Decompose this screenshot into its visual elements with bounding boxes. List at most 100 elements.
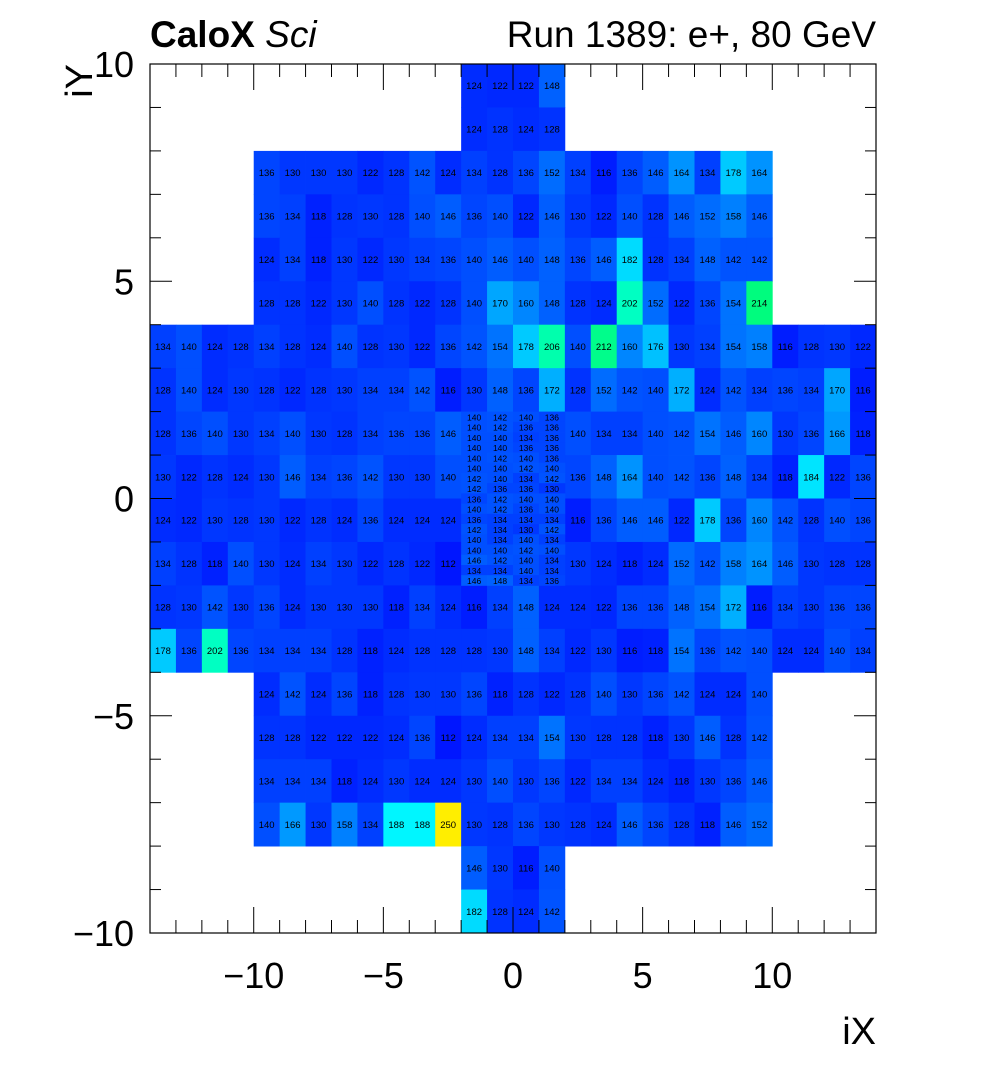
cell-value-label: 148 xyxy=(544,298,560,309)
heatmap-cell xyxy=(487,64,514,108)
heatmap-cell xyxy=(435,672,462,717)
cell-value-label: 128 xyxy=(570,690,586,701)
cell-value-label: 124 xyxy=(285,559,301,570)
heatmap-cell xyxy=(253,628,281,673)
heatmap-cell xyxy=(616,455,644,499)
heatmap-cell xyxy=(642,324,669,369)
cell-value-label: 148 xyxy=(544,81,560,92)
heatmap-cell xyxy=(798,368,825,412)
heatmap-cell xyxy=(668,281,695,326)
heatmap-cell xyxy=(227,541,255,586)
heatmap-cell xyxy=(694,324,721,369)
heatmap-cell xyxy=(564,281,592,326)
heatmap-cell xyxy=(850,324,877,369)
fine-cell-value-label: 140 xyxy=(467,433,481,443)
cell-value-label: 130 xyxy=(337,168,353,179)
run-label: Run 1389: e+, 80 GeV xyxy=(506,14,876,55)
heatmap-fine-cell xyxy=(487,503,514,515)
heatmap-cell xyxy=(772,628,799,673)
heatmap-cell xyxy=(435,194,462,239)
heatmap-cell xyxy=(513,715,540,760)
cell-value-label: 154 xyxy=(492,342,508,353)
heatmap-fine-cell xyxy=(538,575,566,586)
cell-value-label: 122 xyxy=(570,646,586,657)
heatmap-fine-cell xyxy=(538,442,566,453)
cell-value-label: 124 xyxy=(259,690,275,701)
fine-cell-value-label: 136 xyxy=(519,423,533,433)
heatmap-cell xyxy=(201,411,229,456)
heatmap-cell xyxy=(564,150,592,195)
heatmap-cell xyxy=(487,802,514,847)
cell-value-label: 128 xyxy=(518,690,534,701)
cell-value-label: 136 xyxy=(259,168,275,179)
cell-value-label: 140 xyxy=(233,559,249,570)
cell-value-label: 122 xyxy=(414,559,430,570)
heatmap-fine-cell xyxy=(487,534,514,545)
heatmap-cell xyxy=(409,628,436,673)
cell-value-label: 124 xyxy=(388,646,404,657)
heatmap-cell xyxy=(538,107,566,152)
heatmap-fine-cell xyxy=(487,513,514,525)
cell-value-label: 130 xyxy=(233,603,249,614)
cell-value-label: 134 xyxy=(596,429,612,440)
heatmap-cell xyxy=(668,324,695,369)
fine-cell-value-label: 136 xyxy=(519,443,533,453)
cell-value-label: 124 xyxy=(155,516,171,527)
cell-value-label: 136 xyxy=(570,472,586,483)
heatmap-fine-cell xyxy=(538,452,566,464)
heatmap-cell xyxy=(175,585,203,630)
heatmap-cell xyxy=(798,324,825,369)
cell-value-label: 124 xyxy=(648,559,664,570)
fine-cell-value-label: 136 xyxy=(545,413,559,423)
fine-cell-value-label: 136 xyxy=(545,433,559,443)
heatmap-fine-cell xyxy=(513,442,540,453)
fine-cell-value-label: 142 xyxy=(493,453,507,463)
heatmap-cell xyxy=(305,802,332,847)
heatmap-cell xyxy=(513,672,540,717)
cell-value-label: 136 xyxy=(700,472,716,483)
heatmap-fine-cell xyxy=(461,442,488,453)
heatmap-cell xyxy=(305,411,332,456)
cell-value-label: 136 xyxy=(725,516,741,527)
cell-value-label: 140 xyxy=(829,646,845,657)
heatmap-cell xyxy=(279,411,306,456)
cell-value-label: 134 xyxy=(311,646,327,657)
heatmap-cell xyxy=(590,759,618,804)
cell-value-label: 164 xyxy=(751,168,767,179)
cell-value-label: 136 xyxy=(777,385,793,396)
heatmap-cell xyxy=(435,759,462,804)
cell-value-label: 176 xyxy=(648,342,664,353)
heatmap-cell xyxy=(175,541,203,586)
cell-value-label: 188 xyxy=(414,820,430,831)
heatmap-cell xyxy=(383,150,410,195)
heatmap-fine-cell xyxy=(487,452,514,464)
cell-value-label: 112 xyxy=(441,733,456,744)
fine-cell-value-label: 134 xyxy=(493,535,507,545)
fine-cell-value-label: 142 xyxy=(493,494,507,504)
cell-value-label: 142 xyxy=(674,472,690,483)
fine-cell-value-label: 134 xyxy=(519,576,533,586)
cell-value-label: 136 xyxy=(700,646,716,657)
heatmap-cell xyxy=(150,541,177,586)
fine-cell-value-label: 140 xyxy=(519,453,533,463)
cell-value-label: 134 xyxy=(362,820,378,831)
heatmap-cell xyxy=(409,759,436,804)
heatmap-cell xyxy=(564,455,592,499)
heatmap-fine-cell xyxy=(513,554,540,566)
cell-value-label: 142 xyxy=(751,255,767,266)
cell-value-label: 118 xyxy=(778,472,793,483)
heatmap-cell xyxy=(487,889,514,934)
heatmap-cell xyxy=(616,324,644,369)
cell-value-label: 128 xyxy=(337,429,353,440)
heatmap-cell xyxy=(616,802,644,847)
heatmap-cell xyxy=(357,498,384,543)
heatmap-cell xyxy=(331,802,358,847)
heatmap-cell xyxy=(331,715,358,760)
heatmap-cell xyxy=(513,628,540,673)
heatmap-cell xyxy=(383,672,410,717)
heatmap-cell xyxy=(331,498,358,543)
heatmap-cell xyxy=(357,368,384,412)
cell-value-label: 146 xyxy=(648,168,664,179)
heatmap-cell xyxy=(746,672,773,717)
heatmap-cell xyxy=(331,194,358,239)
